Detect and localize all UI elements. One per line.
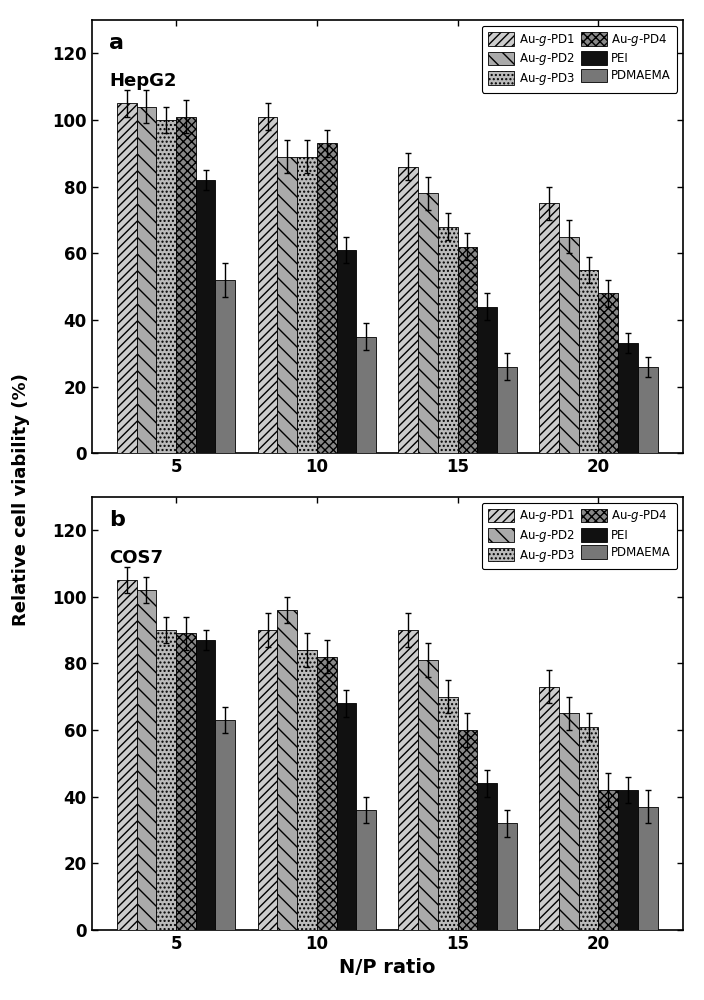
Bar [579,727,598,930]
Bar [215,720,235,930]
Bar [137,590,156,930]
Bar [137,107,156,453]
Bar [117,580,137,930]
Bar [398,630,418,930]
Bar [337,703,356,930]
Bar [539,687,559,930]
Legend: Au-$\it{g}$-PD1, Au-$\it{g}$-PD2, Au-$\it{g}$-PD3, Au-$\it{g}$-PD4, PEI, PDMAEMA: Au-$\it{g}$-PD1, Au-$\it{g}$-PD2, Au-$\i… [482,26,677,93]
Bar [156,630,176,930]
Bar [438,227,458,453]
Bar [559,237,579,453]
Bar [418,660,438,930]
Bar [196,640,215,930]
Bar [196,180,215,453]
Bar [477,307,497,453]
X-axis label: N/P ratio: N/P ratio [339,958,436,977]
Bar [539,203,559,453]
Bar [618,343,638,453]
Text: b: b [109,510,125,530]
Bar [317,143,337,453]
Bar [176,117,196,453]
Bar [638,807,658,930]
Bar [337,250,356,453]
Bar [277,610,297,930]
Bar [497,823,517,930]
Bar [438,697,458,930]
Bar [176,633,196,930]
Bar [598,790,618,930]
Bar [497,367,517,453]
Bar [638,367,658,453]
Bar [215,280,235,453]
Bar [117,103,137,453]
Bar [356,337,376,453]
Bar [598,293,618,453]
Bar [418,193,438,453]
Text: Relative cell viability (%): Relative cell viability (%) [12,374,30,626]
Bar [559,713,579,930]
Bar [156,120,176,453]
Bar [297,650,317,930]
Bar [317,657,337,930]
Bar [297,157,317,453]
Bar [398,167,418,453]
Legend: Au-$\it{g}$-PD1, Au-$\it{g}$-PD2, Au-$\it{g}$-PD3, Au-$\it{g}$-PD4, PEI, PDMAEMA: Au-$\it{g}$-PD1, Au-$\it{g}$-PD2, Au-$\i… [482,503,677,569]
Bar [618,790,638,930]
Bar [458,247,477,453]
Bar [277,157,297,453]
Bar [258,630,277,930]
Bar [579,270,598,453]
Bar [477,783,497,930]
Bar [458,730,477,930]
Text: a: a [109,33,125,53]
Text: COS7: COS7 [109,549,163,567]
Text: HepG2: HepG2 [109,72,177,90]
Bar [258,117,277,453]
Bar [356,810,376,930]
